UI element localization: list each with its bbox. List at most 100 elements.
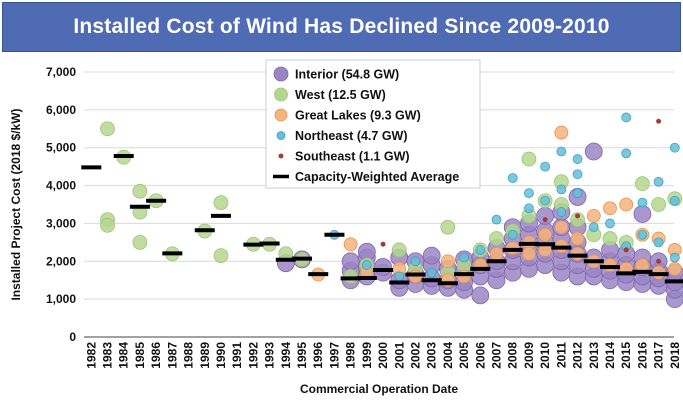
- chart-title: Installed Cost of Wind Has Declined Sinc…: [73, 15, 610, 38]
- point-northeast: [653, 176, 664, 187]
- point-northeast: [621, 112, 632, 123]
- x-tick-label: 1983: [101, 342, 115, 369]
- point-northeast: [524, 188, 534, 199]
- point-great-lakes: [586, 208, 601, 223]
- point-northeast: [491, 214, 502, 225]
- legend-label-west: West (12.5 GW): [295, 88, 386, 102]
- point-northeast: [361, 260, 372, 270]
- point-great-lakes: [635, 258, 650, 272]
- y-tick-label: 1,000: [46, 292, 76, 306]
- y-axis-title: Installed Project Cost (2018 $/kW): [9, 108, 23, 300]
- point-northeast: [426, 267, 437, 278]
- point-southeast: [542, 217, 548, 223]
- point-northeast: [394, 271, 405, 282]
- x-tick-label: 2002: [408, 342, 422, 369]
- point-great-lakes: [619, 197, 634, 212]
- chart-title-bar: Installed Cost of Wind Has Declined Sinc…: [2, 2, 681, 52]
- point-northeast: [653, 237, 664, 248]
- point-west: [391, 242, 407, 258]
- x-tick-label: 1984: [117, 342, 131, 369]
- x-tick-label: 2015: [619, 342, 633, 369]
- point-northeast: [572, 154, 583, 164]
- legend-label-southeast: Southeast (1.1 GW): [295, 150, 410, 164]
- point-northeast: [410, 256, 421, 267]
- point-northeast: [669, 252, 680, 263]
- point-west: [440, 219, 456, 235]
- point-great-lakes: [570, 231, 585, 246]
- point-northeast: [507, 229, 518, 240]
- point-west: [132, 234, 148, 250]
- x-axis-ticks: 1982 1983 1984 1985 1986 1987 1988 1989 1990 1991…: [84, 342, 682, 369]
- point-northeast: [459, 252, 469, 263]
- point-southeast: [623, 247, 629, 253]
- point-southeast: [656, 258, 662, 264]
- point-great-lakes: [554, 220, 569, 235]
- x-tick-label: 1995: [295, 342, 309, 369]
- x-tick-label: 2009: [522, 342, 536, 369]
- point-northeast: [540, 195, 551, 206]
- x-tick-label: 2014: [603, 342, 617, 369]
- x-tick-label: 1994: [279, 342, 293, 369]
- point-west: [651, 197, 667, 212]
- x-tick-label: 2000: [376, 342, 390, 369]
- y-tick-label: 3,000: [46, 216, 76, 230]
- point-interior: [422, 246, 441, 265]
- point-northeast: [556, 146, 567, 157]
- point-southeast: [656, 118, 662, 124]
- y-tick-label: 6,000: [46, 103, 76, 117]
- point-great-lakes: [457, 269, 471, 284]
- point-northeast: [507, 173, 518, 183]
- x-tick-label: 2017: [652, 342, 666, 369]
- point-west: [602, 231, 618, 246]
- y-tick-label: 7,000: [46, 65, 76, 79]
- x-tick-label: 2011: [554, 342, 568, 368]
- point-interior: [341, 252, 360, 271]
- x-tick-label: 2006: [473, 342, 487, 369]
- x-tick-label: 1997: [327, 342, 341, 369]
- point-great-lakes: [538, 227, 553, 242]
- weighted-average-markers: [81, 154, 683, 286]
- point-northeast: [540, 161, 551, 172]
- point-northeast: [605, 218, 615, 229]
- x-tick-label: 1982: [84, 342, 98, 369]
- point-great-lakes: [554, 125, 569, 140]
- x-tick-label: 1998: [344, 342, 358, 369]
- x-tick-label: 1986: [149, 342, 163, 369]
- x-tick-label: 2007: [490, 342, 504, 369]
- point-northeast: [637, 229, 648, 240]
- x-tick-label: 2013: [587, 342, 601, 369]
- legend-marker-interior: [273, 66, 289, 82]
- point-great-lakes: [489, 246, 504, 261]
- legend: Interior (54.8 GW) West (12.5 GW) Great La…: [265, 59, 481, 189]
- y-tick-label: 4,000: [46, 179, 76, 193]
- point-northeast: [556, 184, 567, 195]
- legend-marker-northeast: [276, 131, 286, 140]
- x-tick-label: 2016: [635, 342, 649, 369]
- point-west: [100, 121, 115, 137]
- point-west: [100, 217, 115, 233]
- x-tick-label: 1996: [311, 342, 325, 369]
- point-west: [634, 176, 650, 192]
- legend-marker-great-lakes: [274, 108, 288, 122]
- x-tick-label: 2008: [506, 342, 520, 369]
- x-tick-label: 1985: [133, 342, 147, 369]
- point-interior: [471, 286, 490, 305]
- x-tick-label: 2004: [441, 342, 455, 369]
- x-tick-label: 1991: [230, 342, 244, 369]
- point-west: [521, 151, 537, 167]
- point-great-lakes: [603, 201, 617, 216]
- point-northeast: [621, 148, 632, 159]
- point-northeast: [556, 207, 567, 217]
- point-west: [213, 195, 229, 211]
- point-west: [489, 231, 504, 246]
- x-tick-label: 2003: [425, 342, 439, 369]
- point-great-lakes: [667, 261, 682, 276]
- point-southeast: [380, 241, 386, 247]
- x-tick-label: 2010: [538, 342, 552, 369]
- legend-label-northeast: Northeast (4.7 GW): [295, 129, 408, 143]
- y-tick-label: 0: [69, 330, 76, 344]
- x-tick-label: 2005: [457, 342, 471, 369]
- point-northeast: [669, 195, 680, 206]
- x-tick-label: 2001: [392, 342, 406, 369]
